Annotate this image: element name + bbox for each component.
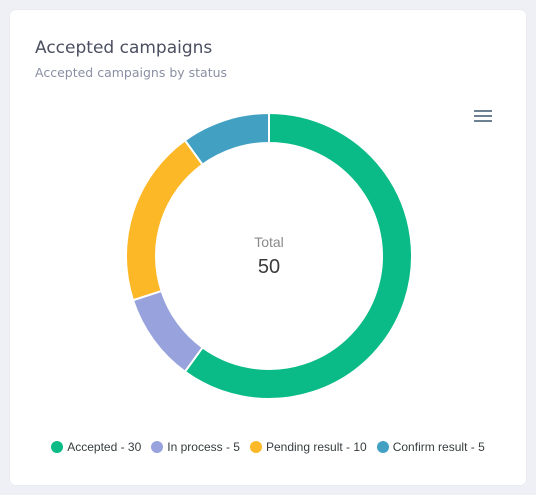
total-label: Total [254,234,284,250]
chart-card: Accepted campaigns Accepted campaigns by… [10,10,526,485]
donut-slices [125,111,413,400]
legend-label: Pending result - 10 [265,440,367,454]
chart-legend: Accepted - 30 In process - 5 Pending resul… [10,440,526,454]
legend-marker [151,441,164,453]
donut-chart: Total 50 [125,111,413,400]
card-subtitle: Accepted campaigns by status [35,65,228,80]
legend-item-confirm-result[interactable]: Confirm result - 5 [376,440,485,454]
legend-item-pending-result[interactable]: Pending result - 10 [249,440,367,454]
donut-slice-in-process[interactable] [131,289,204,374]
legend-marker [376,441,389,453]
legend-label: In process - 5 [167,440,240,454]
legend-item-in-process[interactable]: In process - 5 [151,440,240,454]
legend-label: Accepted - 30 [67,440,142,454]
legend-marker [249,441,262,453]
donut-slice-accepted[interactable] [183,111,413,400]
donut-slice-pending-result[interactable] [125,138,204,302]
total-value: 50 [258,256,280,278]
legend-item-accepted[interactable]: Accepted - 30 [51,440,141,454]
chart-menu-button[interactable] [469,105,497,127]
donut-slice-confirm-result[interactable] [183,111,270,166]
legend-marker [51,441,64,453]
legend-label: Confirm result - 5 [392,440,485,454]
hamburger-menu-icon [474,110,492,122]
card-title: Accepted campaigns [35,38,213,58]
